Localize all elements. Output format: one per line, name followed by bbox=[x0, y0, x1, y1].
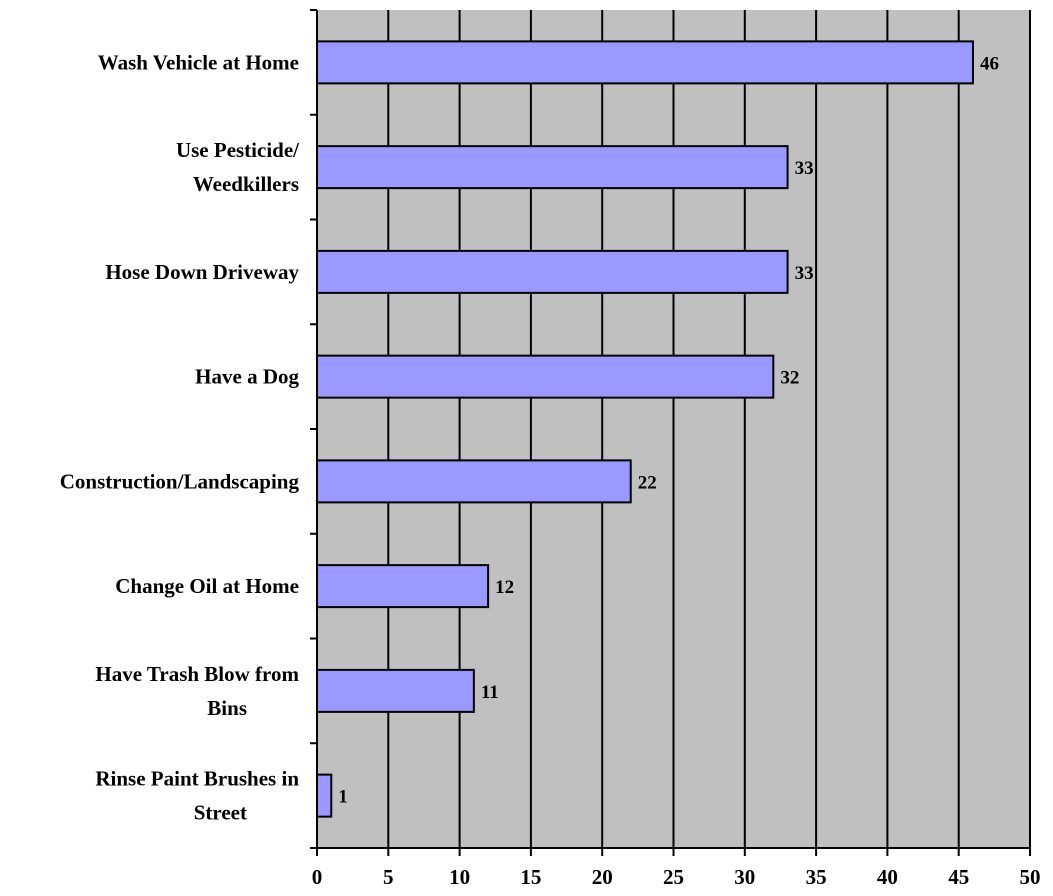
data-label: 32 bbox=[780, 368, 799, 389]
category-label-line: Street bbox=[194, 801, 247, 825]
bar-6 bbox=[316, 668, 475, 713]
data-label: 46 bbox=[980, 53, 999, 74]
bar-7 bbox=[316, 773, 333, 818]
category-label: Use Pesticide/Weedkillers bbox=[176, 138, 300, 196]
category-label: Rinse Paint Brushes in Street bbox=[95, 767, 299, 825]
category-label-line: Weedkillers bbox=[193, 172, 299, 196]
category-label-line: Use Pesticide/ bbox=[176, 138, 300, 162]
category-label-line: Rinse Paint Brushes in bbox=[95, 767, 299, 791]
category-label: Change Oil at Home bbox=[115, 574, 299, 598]
data-label: 1 bbox=[338, 787, 348, 808]
bar-4 bbox=[316, 459, 632, 504]
category-label: Construction/Landscaping bbox=[60, 469, 300, 493]
x-tick-label: 25 bbox=[663, 865, 684, 889]
bar-1 bbox=[316, 145, 789, 190]
bar-0 bbox=[316, 40, 974, 85]
x-tick-label: 5 bbox=[383, 865, 394, 889]
category-label-line: Have Trash Blow from bbox=[95, 662, 299, 686]
x-tick-label: 30 bbox=[734, 865, 755, 889]
bar-5 bbox=[316, 564, 490, 609]
category-label: Have a Dog bbox=[195, 365, 299, 389]
x-tick-label: 40 bbox=[877, 865, 898, 889]
data-label: 33 bbox=[795, 158, 814, 179]
bars bbox=[316, 40, 974, 818]
labels: 46 Wash Vehicle at Home 33 Use Pesticide/We… bbox=[60, 50, 1041, 889]
category-label: Hose Down Driveway bbox=[105, 260, 299, 284]
x-tick-label: 20 bbox=[592, 865, 613, 889]
axes bbox=[310, 9, 1031, 856]
bar-3 bbox=[316, 354, 775, 399]
category-label: Have Trash Blow from Bins bbox=[95, 662, 299, 720]
x-tick-label: 15 bbox=[520, 865, 541, 889]
data-label: 33 bbox=[795, 263, 814, 284]
data-label: 22 bbox=[638, 472, 657, 493]
x-tick-label: 45 bbox=[948, 865, 969, 889]
category-label: Wash Vehicle at Home bbox=[98, 50, 299, 74]
bar-2 bbox=[316, 249, 789, 294]
x-tick-label: 35 bbox=[806, 865, 827, 889]
x-tick-label: 50 bbox=[1020, 865, 1041, 889]
data-label: 12 bbox=[495, 577, 514, 598]
x-tick-label: 10 bbox=[449, 865, 470, 889]
x-tick-label: 0 bbox=[312, 865, 323, 889]
category-label-line: Bins bbox=[207, 696, 247, 720]
data-label: 11 bbox=[481, 682, 499, 703]
